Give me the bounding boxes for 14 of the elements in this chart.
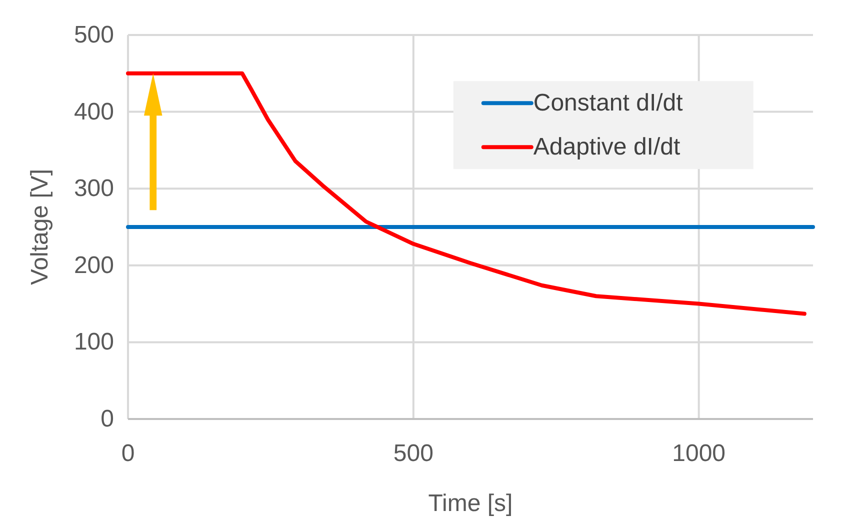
y-tick-label: 500 [74, 22, 114, 48]
y-tick-label: 200 [74, 252, 114, 279]
x-tick-label: 0 [121, 440, 135, 467]
x-tick-label: 1000 [672, 440, 726, 467]
y-tick-label: 0 [100, 406, 114, 432]
line-series [126, 71, 806, 316]
legend-label: Constant dI/dt [533, 90, 684, 117]
x-tick-label: 500 [393, 440, 434, 467]
legend-label: Adaptive dI/dt [533, 134, 680, 161]
x-axis-title: Time [s] [428, 490, 513, 517]
y-axis-title: Voltage [V] [26, 168, 54, 286]
y-tick-label: 100 [74, 328, 114, 356]
y-tick-label: 300 [74, 175, 114, 202]
y-tick-label: 400 [74, 98, 114, 126]
